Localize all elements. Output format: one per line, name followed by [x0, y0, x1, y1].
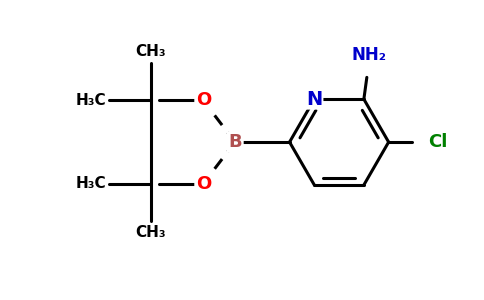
Text: H₃C: H₃C [76, 176, 106, 191]
Text: N: N [306, 90, 322, 109]
Text: CH₃: CH₃ [136, 44, 166, 59]
Text: CH₃: CH₃ [136, 225, 166, 240]
Text: NH₂: NH₂ [351, 46, 386, 64]
Text: H₃C: H₃C [76, 93, 106, 108]
Text: B: B [228, 133, 242, 151]
Text: O: O [196, 92, 211, 110]
Text: O: O [196, 175, 211, 193]
Text: Cl: Cl [428, 133, 448, 151]
